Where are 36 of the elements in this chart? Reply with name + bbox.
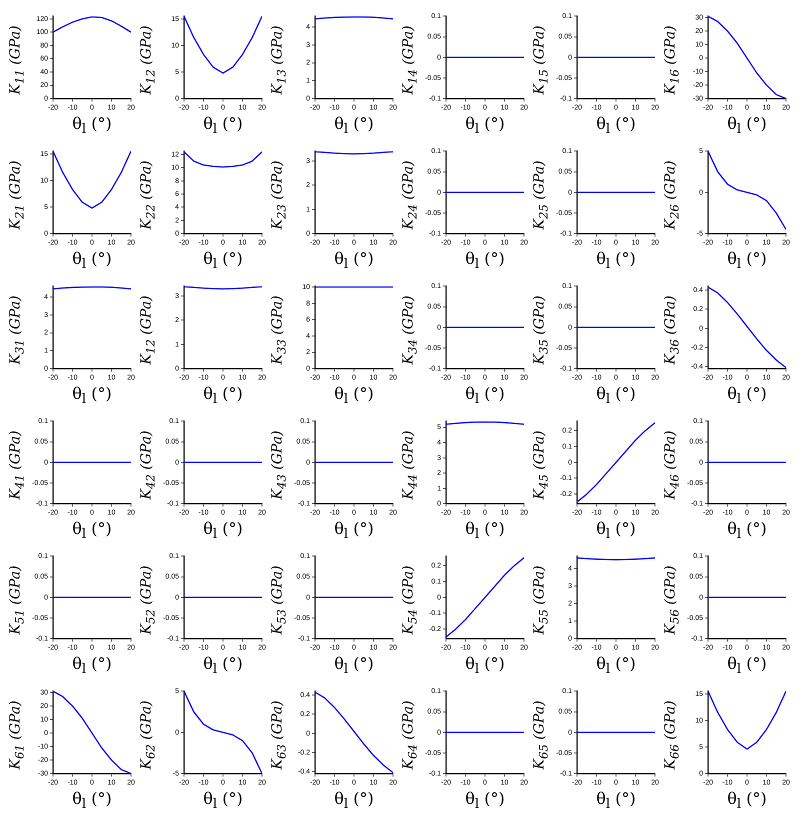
x-axis-title: θ$_{l}$ (°)	[595, 384, 637, 408]
x-axis-title: θ$_{l}$ (°)	[464, 789, 506, 812]
x-axis-title: θ$_{l}$ (°)	[202, 249, 244, 272]
x-axis-title: θ$_{l}$ (°)	[726, 384, 768, 408]
x-axis-title: θ$_{l}$ (°)	[595, 519, 637, 542]
x-axis-title: θ$_{l}$ (°)	[71, 249, 113, 272]
x-axis-title: θ$_{l}$ (°)	[595, 789, 637, 812]
x-axis-title: θ$_{l}$ (°)	[464, 114, 506, 138]
x-axis-title: θ$_{l}$ (°)	[71, 114, 113, 138]
x-axis-title: θ$_{l}$ (°)	[333, 114, 375, 138]
x-axis-title: θ$_{l}$ (°)	[726, 519, 768, 542]
x-axis-title: θ$_{l}$ (°)	[71, 654, 113, 678]
x-axis-title: θ$_{l}$ (°)	[595, 654, 637, 678]
x-axis-title: θ$_{l}$ (°)	[464, 519, 506, 542]
x-axis-title: θ$_{l}$ (°)	[333, 249, 375, 272]
x-axis-title: θ$_{l}$ (°)	[202, 519, 244, 542]
x-axis-title: θ$_{l}$ (°)	[726, 654, 768, 678]
x-axis-title: θ$_{l}$ (°)	[333, 519, 375, 542]
x-axis-title: θ$_{l}$ (°)	[202, 114, 244, 138]
x-axis-title: θ$_{l}$ (°)	[333, 654, 375, 678]
x-axis-title: θ$_{l}$ (°)	[333, 384, 375, 408]
x-axis-title: θ$_{l}$ (°)	[595, 249, 637, 272]
x-axis-title: θ$_{l}$ (°)	[202, 654, 244, 678]
x-axis-title: θ$_{l}$ (°)	[71, 384, 113, 408]
x-axis-title: θ$_{l}$ (°)	[726, 789, 768, 812]
x-axis-title: θ$_{l}$ (°)	[202, 384, 244, 408]
x-axis-title: θ$_{l}$ (°)	[595, 114, 637, 138]
x-axis-title: θ$_{l}$ (°)	[464, 384, 506, 408]
x-axis-title: θ$_{l}$ (°)	[726, 249, 768, 272]
x-axis-title: θ$_{l}$ (°)	[333, 789, 375, 812]
x-axis-title: θ$_{l}$ (°)	[464, 654, 506, 678]
x-axis-title: θ$_{l}$ (°)	[726, 114, 768, 138]
x-axis-title: θ$_{l}$ (°)	[71, 519, 113, 542]
x-axis-title: θ$_{l}$ (°)	[464, 249, 506, 272]
x-axis-title: θ$_{l}$ (°)	[202, 789, 244, 812]
x-axis-title: θ$_{l}$ (°)	[71, 789, 113, 812]
